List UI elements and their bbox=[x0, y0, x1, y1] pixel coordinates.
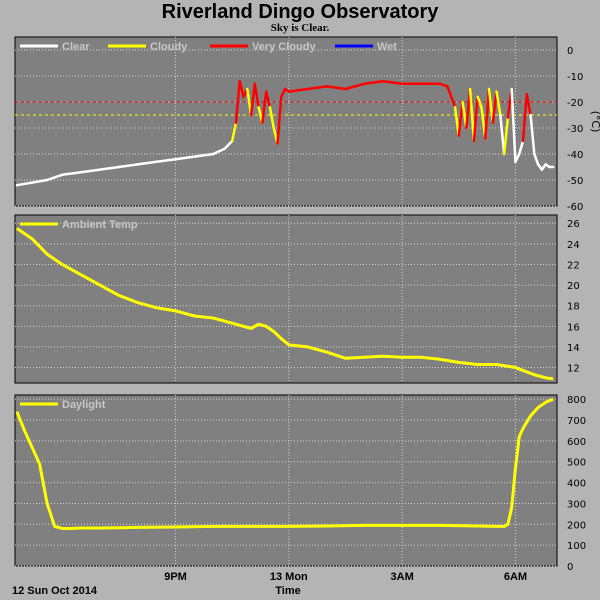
cloud-segment bbox=[487, 87, 495, 125]
cloud-ytick-label: -30 bbox=[567, 124, 583, 135]
cloud-segment bbox=[60, 170, 83, 177]
cloud-segment bbox=[193, 152, 215, 158]
ambient-ytick-label: 20 bbox=[567, 281, 580, 292]
cloud-segment bbox=[491, 90, 498, 125]
cloud-segment bbox=[249, 82, 257, 117]
cloud-segment bbox=[457, 100, 464, 138]
cloud-segment bbox=[502, 116, 510, 156]
ambient-ytick-label: 18 bbox=[567, 302, 580, 313]
cloud-segment bbox=[230, 121, 238, 143]
cloud-ytick-label: -10 bbox=[567, 72, 583, 83]
ambient-line bbox=[16, 227, 554, 381]
cloud-legend-wet-label: Wet bbox=[377, 41, 397, 53]
cloud-segment bbox=[212, 147, 226, 156]
cloud-ytick-label: -20 bbox=[567, 98, 583, 109]
ambient-ytick-label: 24 bbox=[567, 240, 580, 251]
cloud-segment bbox=[325, 85, 347, 91]
ambient-ytick-label: 26 bbox=[567, 219, 580, 230]
cloud-legend-very-cloudy-label: Very Cloudy bbox=[252, 41, 316, 53]
cloud-segment bbox=[136, 160, 158, 166]
cloud-segment bbox=[234, 79, 241, 125]
cloud-segment bbox=[223, 139, 234, 151]
daylight-ytick-label: 400 bbox=[567, 479, 586, 490]
xtick-label: 3AM bbox=[391, 571, 414, 583]
cloud-ytick-label: 0 bbox=[567, 46, 573, 57]
cloud-segment bbox=[276, 95, 283, 145]
cloud-segment bbox=[533, 152, 540, 166]
daylight-ytick-label: 500 bbox=[567, 458, 586, 469]
x-axis-label: Time bbox=[275, 585, 300, 597]
daylight-ytick-label: 200 bbox=[567, 520, 586, 531]
ambient-legend-label: Ambient Temp bbox=[62, 219, 138, 231]
daylight-ytick-label: 0 bbox=[567, 562, 573, 573]
cloud-segment bbox=[529, 113, 536, 156]
cloud-segment bbox=[174, 155, 196, 161]
ambient-ytick-label: 16 bbox=[567, 322, 580, 333]
daylight-ytick-label: 300 bbox=[567, 499, 586, 510]
cloud-segment bbox=[499, 113, 506, 156]
cloud-segment bbox=[15, 181, 34, 187]
ambient-panel bbox=[14, 214, 558, 384]
cloud-segment bbox=[495, 90, 502, 117]
cloud-segment bbox=[344, 82, 366, 91]
cloud-ytick-label: -50 bbox=[567, 176, 583, 187]
cloud-segment bbox=[517, 139, 525, 156]
cloud-segment bbox=[525, 92, 532, 117]
date-label: 12 Sun Oct 2014 bbox=[12, 585, 98, 597]
cloud-segment bbox=[155, 157, 177, 164]
daylight-ytick-label: 100 bbox=[567, 541, 586, 552]
cloud-segment bbox=[30, 178, 49, 184]
cloud-segment bbox=[287, 87, 309, 93]
cloud-segment bbox=[363, 79, 385, 86]
cloud-segment bbox=[79, 168, 102, 174]
cloud-legend-cloudy-label: Cloudy bbox=[150, 41, 188, 53]
cloud-segment bbox=[476, 95, 483, 109]
ambient-ytick-label: 22 bbox=[567, 260, 580, 271]
cloud-segment bbox=[446, 85, 457, 109]
cloud-segment bbox=[483, 87, 491, 140]
cloud-segment bbox=[472, 95, 479, 143]
ambient-ytick-label: 14 bbox=[567, 343, 580, 354]
cloud-segment bbox=[510, 87, 517, 164]
daylight-ytick-label: 600 bbox=[567, 437, 586, 448]
xtick-label: 9PM bbox=[164, 571, 187, 583]
cloud-segment bbox=[438, 82, 449, 88]
daylight-panel bbox=[14, 394, 558, 567]
chart-subtitle: Sky is Clear. bbox=[270, 22, 330, 34]
cloud-ytick-label: -60 bbox=[567, 202, 583, 213]
daylight-ytick-label: 700 bbox=[567, 416, 586, 427]
cloud-segment bbox=[253, 82, 260, 109]
cloud-segment bbox=[238, 79, 245, 99]
cloud-segment bbox=[264, 90, 272, 109]
daylight-ytick-label: 800 bbox=[567, 395, 586, 406]
daylight-line bbox=[15, 397, 554, 530]
cloud-segment bbox=[98, 165, 121, 171]
chart-title: Riverland Dingo Observatory bbox=[161, 1, 439, 23]
cloud-segment bbox=[117, 163, 140, 169]
cloud-ylabel: (°C) bbox=[589, 111, 600, 133]
cloud-segment bbox=[45, 173, 64, 182]
cloud-ytick-label: -40 bbox=[567, 150, 583, 161]
cloud-segment bbox=[382, 79, 404, 86]
cloud-segment bbox=[521, 92, 529, 143]
daylight-legend-label: Daylight bbox=[62, 399, 106, 411]
xtick-label: 13 Mon bbox=[270, 571, 308, 583]
cloud-segment bbox=[514, 152, 521, 164]
cloud-segment bbox=[268, 105, 275, 130]
cloud-segment bbox=[261, 90, 268, 125]
ambient-ytick-label: 12 bbox=[567, 364, 580, 375]
cloud-segment bbox=[280, 87, 287, 99]
xtick-label: 6AM bbox=[504, 571, 527, 583]
cloud-legend-clear-label: Clear bbox=[62, 41, 90, 53]
cloud-segment bbox=[468, 87, 476, 143]
cloud-segment bbox=[306, 85, 328, 91]
